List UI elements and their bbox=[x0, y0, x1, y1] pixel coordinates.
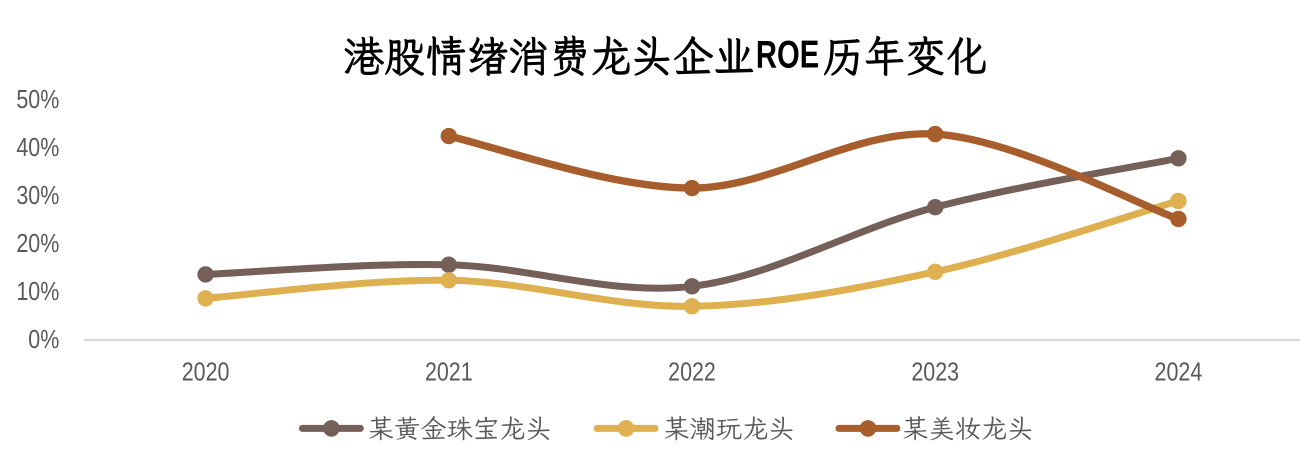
svg-text:2023: 2023 bbox=[911, 357, 959, 386]
svg-text:40%: 40% bbox=[16, 133, 59, 162]
svg-text:30%: 30% bbox=[16, 181, 59, 210]
svg-text:20%: 20% bbox=[16, 229, 59, 258]
svg-text:2020: 2020 bbox=[182, 357, 230, 386]
svg-text:2024: 2024 bbox=[1155, 357, 1203, 386]
svg-text:10%: 10% bbox=[16, 277, 59, 306]
svg-text:50%: 50% bbox=[16, 85, 59, 114]
svg-text:0%: 0% bbox=[28, 325, 59, 354]
svg-text:ROE: ROE bbox=[756, 34, 819, 77]
svg-text:2022: 2022 bbox=[668, 357, 716, 386]
svg-text:2021: 2021 bbox=[425, 357, 473, 386]
